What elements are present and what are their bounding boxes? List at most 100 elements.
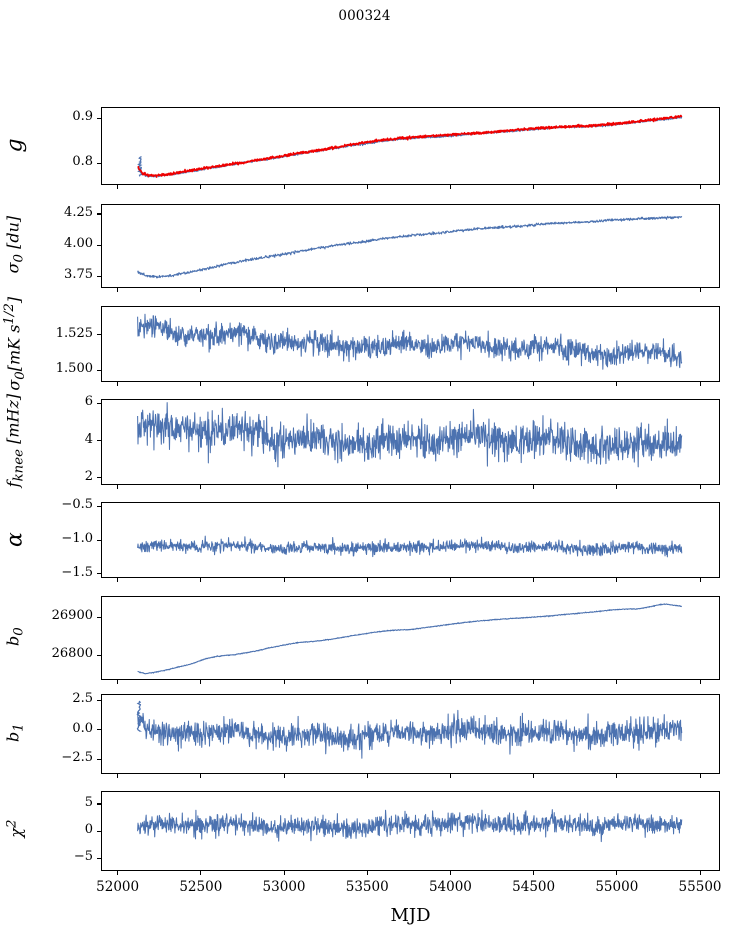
series-line-gain-model <box>137 114 683 178</box>
panel-plot-chi2 <box>137 809 683 843</box>
ytick-mark-b1-1 <box>97 729 101 731</box>
xtick-mark-gain-5 <box>533 185 535 189</box>
ytick-label-b0-0: 26800 <box>51 646 93 662</box>
xtick-mark-chi2-5 <box>533 871 535 875</box>
xtick-mark-sigma0-mk-0 <box>117 382 119 386</box>
ytick-mark-gain-1 <box>97 117 101 119</box>
xtick-mark-b1-4 <box>449 774 451 778</box>
xtick-label-6: 55000 <box>595 879 639 895</box>
xtick-mark-chi2-2 <box>283 871 285 875</box>
xtick-mark-sigma0-mk-6 <box>616 382 618 386</box>
ytick-label-sigma0-mk-0: 1.500 <box>55 361 93 377</box>
xtick-mark-b1-7 <box>699 774 701 778</box>
ytick-mark-b1-2 <box>97 758 101 760</box>
ytick-label-fknee-1: 4 <box>84 431 93 447</box>
xtick-mark-b1-1 <box>200 774 202 778</box>
ytick-label-sigma0-du-1: 4.00 <box>64 236 93 252</box>
ytick-label-chi2-1: 0 <box>84 822 93 837</box>
xtick-mark-gain-7 <box>699 185 701 189</box>
ytick-label-gain-1: 0.9 <box>72 109 93 125</box>
ytick-label-b0-1: 26900 <box>51 608 93 623</box>
xtick-mark-alpha-2 <box>283 578 285 582</box>
panel-gain <box>101 107 720 185</box>
xtick-mark-fknee-2 <box>283 485 285 489</box>
panel-plot-b0 <box>137 603 683 675</box>
ytick-label-alpha-1: −1.0 <box>61 531 93 546</box>
xtick-mark-alpha-0 <box>117 578 119 582</box>
ytick-label-sigma0-mk-1: 1.525 <box>55 325 93 341</box>
ytick-label-sigma0-du-2: 4.25 <box>64 204 93 220</box>
xtick-mark-sigma0-du-4 <box>449 288 451 292</box>
y-axis-label-chi2: χ2 <box>4 819 26 838</box>
ytick-label-b1-0: 2.5 <box>72 691 93 707</box>
xtick-label-0: 52000 <box>96 879 140 895</box>
xtick-mark-fknee-6 <box>616 485 618 489</box>
ytick-label-alpha-0: −0.5 <box>61 497 93 513</box>
xtick-mark-sigma0-du-3 <box>366 288 368 292</box>
xtick-label-4: 54000 <box>428 879 472 895</box>
xtick-label-5: 54500 <box>512 879 556 895</box>
xtick-mark-gain-0 <box>117 185 119 189</box>
xtick-label-1: 52500 <box>179 879 223 895</box>
xtick-mark-alpha-6 <box>616 578 618 582</box>
ytick-label-fknee-2: 6 <box>84 394 93 410</box>
xtick-mark-b0-0 <box>117 680 119 684</box>
xtick-mark-chi2-7 <box>699 871 701 875</box>
panel-plot-sigma0-mk <box>137 313 683 370</box>
panel-alpha <box>101 502 720 578</box>
xtick-mark-b0-6 <box>616 680 618 684</box>
xtick-mark-b1-3 <box>366 774 368 778</box>
ytick-mark-sigma0-du-0 <box>97 275 101 277</box>
xtick-mark-gain-3 <box>366 185 368 189</box>
xtick-mark-gain-1 <box>200 185 202 189</box>
series-line-b1 <box>137 709 683 759</box>
xtick-mark-fknee-5 <box>533 485 535 489</box>
series-line-fknee <box>137 402 683 468</box>
xtick-mark-gain-2 <box>283 185 285 189</box>
series-spike-b1 <box>136 700 143 732</box>
panel-sigma0-mk <box>101 306 720 382</box>
panel-frame-gain <box>101 107 720 185</box>
xtick-mark-b0-1 <box>200 680 202 684</box>
series-line-chi2 <box>137 809 683 843</box>
xtick-mark-alpha-1 <box>200 578 202 582</box>
ytick-mark-chi2-0 <box>97 803 101 805</box>
xtick-mark-alpha-5 <box>533 578 535 582</box>
xtick-mark-fknee-7 <box>699 485 701 489</box>
xtick-mark-sigma0-mk-5 <box>533 382 535 386</box>
figure-title: 000324 <box>338 8 391 24</box>
xtick-mark-chi2-6 <box>616 871 618 875</box>
xtick-mark-alpha-4 <box>449 578 451 582</box>
ytick-mark-alpha-1 <box>97 539 101 541</box>
xtick-mark-b0-4 <box>449 680 451 684</box>
panel-plot-fknee <box>137 402 683 468</box>
ytick-label-b1-1: 0.0 <box>72 720 93 736</box>
xtick-mark-sigma0-mk-4 <box>449 382 451 386</box>
xtick-label-2: 53000 <box>262 879 306 895</box>
xtick-label-7: 55500 <box>678 879 722 895</box>
x-axis-label: MJD <box>390 905 431 926</box>
xtick-mark-fknee-4 <box>449 485 451 489</box>
ytick-mark-b1-0 <box>97 699 101 702</box>
ytick-label-alpha-2: −1.5 <box>61 564 93 580</box>
panel-plot-b1 <box>136 700 683 759</box>
xtick-mark-b1-5 <box>533 774 535 778</box>
xtick-mark-sigma0-mk-7 <box>699 382 701 386</box>
xtick-mark-b0-3 <box>366 680 368 684</box>
ytick-mark-sigma0-du-1 <box>97 244 101 246</box>
ytick-mark-b0-1 <box>97 616 101 618</box>
ytick-mark-chi2-2 <box>97 857 101 859</box>
panel-frame-sigma0-du <box>101 204 720 288</box>
ytick-label-gain-0: 0.8 <box>72 154 93 170</box>
xtick-mark-chi2-3 <box>366 871 368 875</box>
xtick-label-3: 53500 <box>345 879 389 895</box>
xtick-mark-sigma0-du-1 <box>200 288 202 292</box>
panel-plot-alpha <box>137 535 683 558</box>
xtick-mark-sigma0-du-7 <box>699 288 701 292</box>
xtick-mark-fknee-0 <box>117 485 119 489</box>
ytick-mark-sigma0-mk-0 <box>97 369 101 371</box>
xtick-mark-b0-5 <box>533 680 535 684</box>
xtick-mark-b1-6 <box>616 774 618 778</box>
panel-plot-gain <box>137 114 683 178</box>
panel-sigma0-du <box>101 204 720 288</box>
